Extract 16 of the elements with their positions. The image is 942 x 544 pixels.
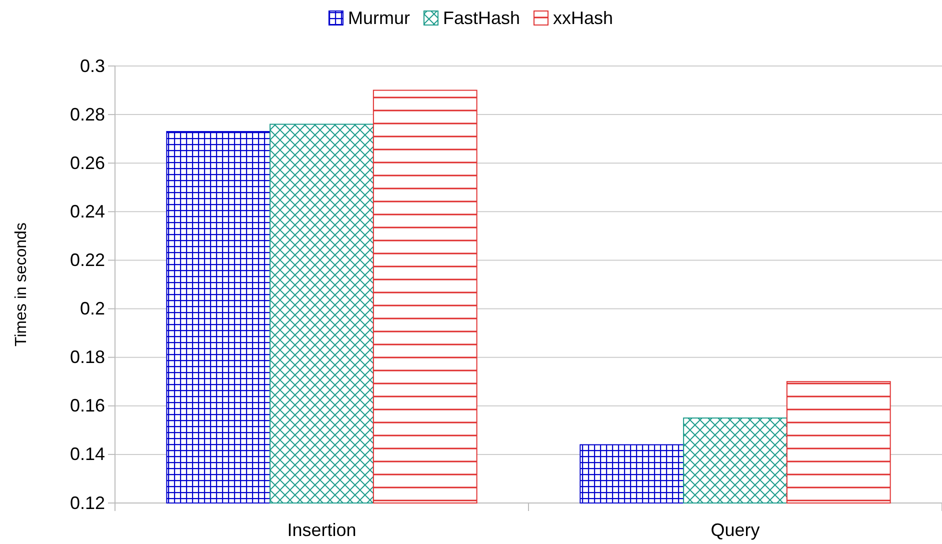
x-tick-label: Insertion — [287, 520, 356, 540]
legend-label: Murmur — [348, 8, 410, 28]
y-tick-label: 0.18 — [70, 347, 105, 368]
legend-label: xxHash — [553, 8, 614, 28]
y-tick-label: 0.24 — [70, 201, 105, 222]
x-tick-label: Query — [710, 520, 760, 540]
y-tick-label: 0.2 — [80, 298, 105, 319]
y-tick-label: 0.14 — [70, 444, 105, 464]
legend-label: FastHash — [442, 8, 520, 28]
y-axis-title: Times in seconds — [13, 222, 30, 346]
y-tick-label: 0.3 — [80, 56, 105, 76]
y-tick-label: 0.26 — [70, 152, 105, 173]
y-tick-label: 0.16 — [70, 396, 105, 416]
y-tick-label: 0.22 — [70, 250, 105, 270]
y-tick-label: 0.28 — [70, 104, 105, 124]
y-tick-label: 0.12 — [70, 492, 105, 513]
